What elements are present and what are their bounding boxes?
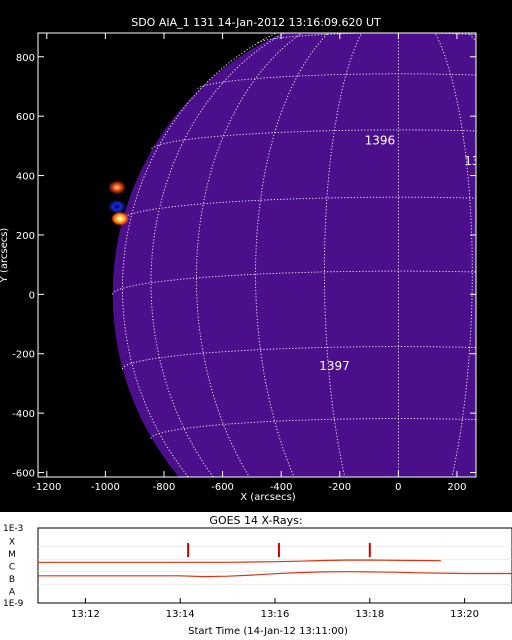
x-tick-label: -1000 [91,482,120,493]
grid-parallel [112,270,476,295]
active-region-label: 1395 [464,154,495,168]
grid-meridian [323,33,363,477]
flare-class-M: M [8,550,16,560]
y-bottom-label: 1E-9 [3,599,24,609]
y-top-label: 1E-3 [3,524,23,534]
y-tick-label: -200 [12,350,35,361]
x-tick-label: -200 [328,482,351,493]
flare-source-3 [111,211,130,226]
aia-image-panel: SDO AIA_1 131 14-Jan-2012 13:16:09.620 U… [0,16,512,503]
y-tick-label: 600 [16,112,35,123]
active-region-label: 1396 [365,133,396,147]
active-region-labels: 1396 1395 1398 1397 [319,133,512,373]
flare-source-2 [108,199,127,214]
goes-x-axis-label: Start Time (14-Jan-12 13:11:00) [188,626,348,637]
y-tick-label: 800 [16,53,35,64]
grid-meridian [255,33,329,477]
goes-series [38,559,512,578]
grid-meridian [121,33,278,477]
active-region-label: 1397 [319,359,350,373]
grid-parallel [122,196,476,220]
x-tick-label: 0 [395,482,401,493]
goes-x-tick-label: 13:18 [355,609,384,620]
y-tick-label: -600 [12,469,35,480]
y-tick-label: 0 [29,290,35,301]
grid-parallel [257,33,476,43]
event-markers [187,543,371,557]
x-tick-label: 200 [447,482,466,493]
x-axis-label: X (arcsecs) [240,492,296,503]
goes-series-2 [38,571,512,578]
goes-x-ticks: 13:12 13:14 13:16 13:18 13:20 [71,598,479,620]
x-tick-label: -800 [153,482,176,493]
image-title: SDO AIA_1 131 14-Jan-2012 13:16:09.620 U… [131,16,381,29]
goes-x-tick-label: 13:16 [261,609,290,620]
goes-x-tick-label: 13:14 [166,609,195,620]
flare-sources [108,180,130,226]
x-tick-label: -1200 [32,482,61,493]
goes-series-1 [38,559,441,563]
grid-parallel [121,346,476,370]
flare-class-X: X [9,538,15,548]
goes-title: GOES 14 X-Rays: [209,514,302,527]
solar-disk [112,33,476,477]
x-axis-ticks: -1200 -1000 -800 -600 -400 -200 0 200 [32,33,467,493]
goes-x-tick-label: 13:20 [450,609,479,620]
y-tick-label: 200 [16,231,35,242]
grid-meridian [434,33,473,477]
x-tick-label: -400 [270,482,293,493]
grid-meridian [195,33,303,477]
x-tick-label: -600 [211,482,234,493]
y-axis-ticks: -600 -400 -200 0 200 400 600 800 [12,53,476,480]
y-tick-label: -400 [12,409,35,420]
heliographic-grid [112,33,476,477]
flare-class-C: C [9,563,15,573]
flare-source-1 [108,180,127,195]
plot-frame [37,32,477,478]
flare-class-A: A [9,588,16,598]
y-axis-label: Y (arcsecs) [0,228,10,284]
goes-x-tick-label: 13:12 [71,609,100,620]
active-region-label: 1398 [483,194,512,208]
flare-class-B: B [9,575,15,585]
y-tick-label: 400 [16,172,35,183]
